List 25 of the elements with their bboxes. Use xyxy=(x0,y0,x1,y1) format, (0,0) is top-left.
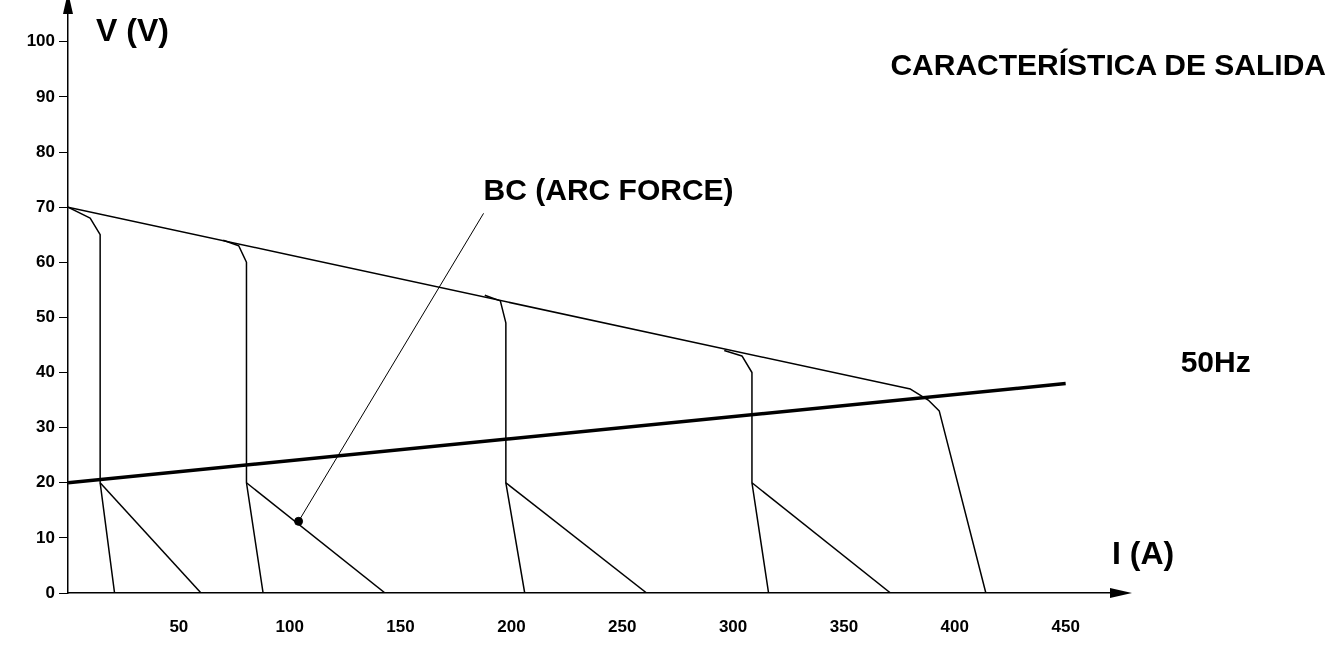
x-axis-title: I (A) xyxy=(1112,534,1175,571)
y-tick-label: 80 xyxy=(36,141,55,161)
x-tick-label: 400 xyxy=(940,616,969,636)
y-tick-label: 40 xyxy=(36,362,55,382)
x-tick-label: 200 xyxy=(497,616,526,636)
annotation: BC (ARC FORCE) xyxy=(483,172,734,206)
y-tick-label: 50 xyxy=(36,307,55,327)
x-tick-label: 150 xyxy=(386,616,415,636)
x-tick-label: 50 xyxy=(169,616,189,636)
x-tick-label: 450 xyxy=(1051,616,1080,636)
y-tick-label: 10 xyxy=(36,527,55,547)
y-tick-label: 30 xyxy=(36,417,55,437)
x-tick-label: 300 xyxy=(718,616,748,636)
y-tick-label: 100 xyxy=(26,31,55,51)
y-tick-label: 70 xyxy=(36,196,55,216)
y-tick-label: 20 xyxy=(36,472,55,492)
x-tick-label: 250 xyxy=(608,616,637,636)
text: CARACTERÍSTICA DE SALIDA xyxy=(890,48,1326,82)
y-tick-label: 0 xyxy=(45,582,55,602)
x-tick-label: 100 xyxy=(275,616,304,636)
x-tick-label: 350 xyxy=(829,616,859,636)
y-tick-label: 60 xyxy=(36,251,55,271)
y-tick-label: 90 xyxy=(36,86,55,106)
text: 50Hz xyxy=(1180,344,1251,378)
y-axis-title: V (V) xyxy=(96,12,169,49)
